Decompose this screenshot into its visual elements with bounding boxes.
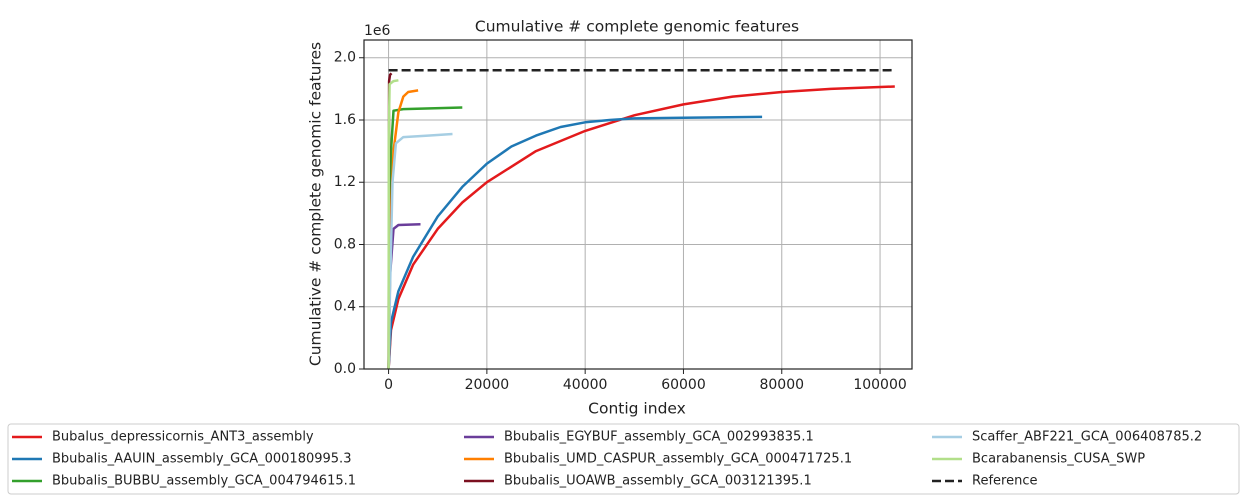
y-tick-label: 1.6: [334, 112, 356, 128]
x-tick-label: 40000: [563, 377, 608, 393]
x-tick-label: 0: [384, 377, 393, 393]
y-tick-label: 0.0: [334, 361, 356, 377]
legend-label: Bbubalis_BUBBU_assembly_GCA_004794615.1: [52, 474, 356, 489]
x-tick-label: 80000: [759, 377, 804, 393]
y-axis-label: Cumulative # complete genomic features: [307, 42, 325, 366]
legend-label: Bbubalis_AAUIN_assembly_GCA_000180995.3: [52, 452, 351, 467]
y-tick-label: 0.4: [334, 299, 356, 315]
series-line: [387, 132, 453, 370]
legend-label: Bbubalis_UOAWB_assembly_GCA_003121395.1: [504, 474, 812, 489]
legend-label: Scaffer_ABF221_GCA_006408785.2: [972, 430, 1202, 445]
legend-label: Bubalus_depressicornis_ANT3_assembly: [52, 430, 314, 445]
y-tick-label: 2.0: [334, 50, 356, 66]
legend-label: Bcarabanensis_CUSA_SWP: [972, 452, 1145, 467]
legend-label: Bbubalis_UMD_CASPUR_assembly_GCA_0004717…: [504, 452, 852, 467]
y-tick-label: 1.2: [334, 174, 356, 190]
legend-label: Reference: [972, 474, 1037, 489]
series-line: [387, 79, 399, 370]
x-tick-label: 20000: [465, 377, 510, 393]
y-tick-label: 0.8: [334, 236, 356, 252]
series-line: [387, 115, 763, 370]
chart-title: Cumulative # complete genomic features: [475, 18, 799, 36]
x-tick-label: 60000: [661, 377, 706, 393]
plot-frame: [363, 39, 913, 370]
series-line: [387, 85, 895, 370]
x-axis-label: Contig index: [588, 400, 686, 418]
legend-label: Bbubalis_EGYBUF_assembly_GCA_002993835.1: [504, 430, 814, 445]
series-line: [387, 223, 421, 370]
x-tick-label: 100000: [853, 377, 906, 393]
y-offset-label: 1e6: [364, 23, 391, 39]
legend-box: [7, 423, 1240, 495]
